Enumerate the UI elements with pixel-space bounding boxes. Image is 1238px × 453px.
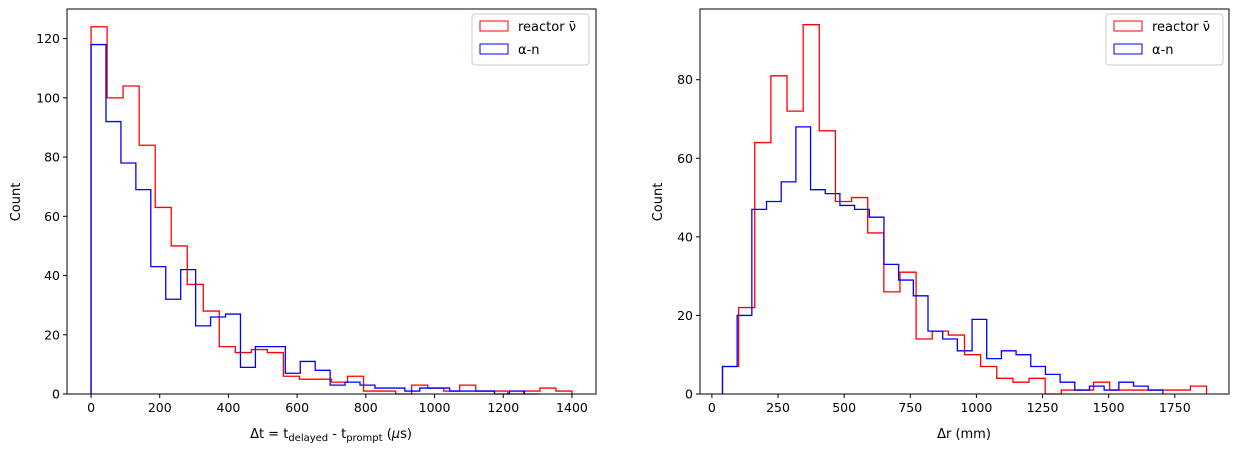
- right-y-tick-label: 80: [677, 72, 693, 87]
- left-y-tick-label: 100: [36, 90, 60, 105]
- right-x-tick-label: 500: [832, 400, 856, 415]
- right-x-tick-label: 1250: [1027, 400, 1059, 415]
- left-y-tick-label: 60: [44, 209, 60, 224]
- right-x-tick-label: 1000: [960, 400, 992, 415]
- right-legend-swatch-reactor: [1113, 20, 1143, 32]
- left-legend-swatch-alpha-n: [479, 43, 509, 55]
- left-histogram-chart: 0 200 400 600 800 1000 1200 1400 0 20 40 60 80 100 120…: [9, 8, 597, 444]
- right-legend: reactor ν̄ α-n: [1105, 13, 1224, 66]
- right-legend-box: [1105, 13, 1224, 66]
- left-x-tick-label: 1400: [556, 400, 588, 415]
- right-legend-label-reactor: reactor ν̄: [1152, 20, 1210, 35]
- left-x-axis-label: Δt = tdelayed - tprompt (μs): [250, 427, 412, 444]
- right-x-axis-label: Δr (mm): [937, 427, 991, 442]
- left-x-tick-label: 800: [354, 400, 378, 415]
- left-histogram-reactor-series: [90, 26, 573, 395]
- left-histogram-alpha-n-series: [90, 43, 540, 395]
- right-x-tick-label: 0: [708, 400, 716, 415]
- right-plot-frame: [699, 8, 1230, 395]
- right-histogram-alpha-n-series: [721, 126, 1164, 394]
- left-x-tick-label: 1000: [419, 400, 451, 415]
- right-legend-label-alpha-n: α-n: [1152, 43, 1174, 58]
- left-y-tick-label: 0: [52, 387, 60, 402]
- left-y-tick-label: 40: [44, 268, 60, 283]
- right-y-tick-label: 40: [677, 229, 693, 244]
- left-plot-frame: [66, 8, 597, 395]
- left-legend-label-alpha-n: α-n: [518, 43, 540, 58]
- right-series-layer: [721, 24, 1208, 395]
- left-series-layer: [90, 26, 573, 395]
- right-y-tick-label: 20: [677, 308, 693, 323]
- left-x-tick-label: 400: [217, 400, 241, 415]
- right-y-tick-label: 60: [677, 151, 693, 166]
- left-x-tick-label: 200: [148, 400, 172, 415]
- left-legend-label-reactor: reactor ν̄: [518, 20, 576, 35]
- left-legend-box: [471, 13, 590, 66]
- right-legend-swatch-alpha-n: [1113, 43, 1143, 55]
- right-histogram-chart: 0 250 500 750 1000 1250 1500 1750 0 20 40 60 80 Coun…: [651, 8, 1230, 442]
- left-x-tick-label: 600: [285, 400, 309, 415]
- left-y-tick-label: 80: [44, 150, 60, 165]
- right-histogram-reactor-series: [721, 24, 1208, 395]
- right-ticks-layer: 0 250 500 750 1000 1250 1500 1750 0 20 40 60 80: [677, 72, 1191, 415]
- right-x-tick-label: 1750: [1159, 400, 1191, 415]
- left-x-tick-label: 1200: [487, 400, 519, 415]
- left-x-tick-label: 0: [87, 400, 95, 415]
- right-y-axis-label: Count: [651, 183, 666, 222]
- left-y-axis-label: Count: [9, 183, 24, 222]
- left-legend: reactor ν̄ α-n: [471, 13, 590, 66]
- right-y-tick-label: 0: [685, 387, 693, 402]
- right-x-tick-label: 250: [766, 400, 790, 415]
- right-x-tick-label: 1500: [1093, 400, 1125, 415]
- right-x-tick-label: 750: [898, 400, 922, 415]
- left-ticks-layer: 0 200 400 600 800 1000 1200 1400 0 20 40 60 80 100 120: [36, 31, 588, 415]
- left-y-tick-label: 20: [44, 327, 60, 342]
- left-legend-swatch-reactor: [479, 20, 509, 32]
- left-y-tick-label: 120: [36, 31, 60, 46]
